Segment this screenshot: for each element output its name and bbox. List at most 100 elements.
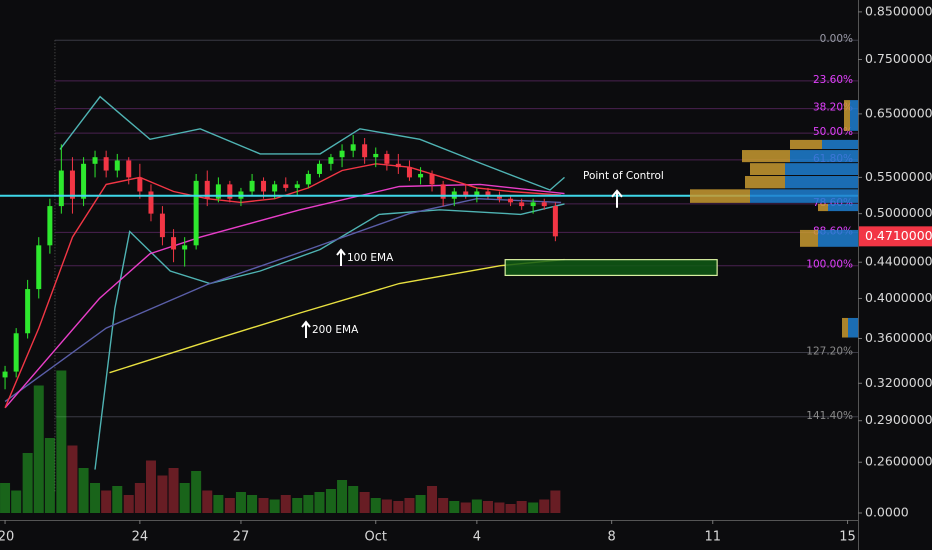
- candle-body: [350, 144, 356, 151]
- candle-body: [305, 173, 311, 185]
- volume-bar: [269, 499, 280, 513]
- volume-bar: [415, 495, 426, 513]
- x-tick-label: 15: [839, 530, 856, 545]
- candle-body: [328, 157, 334, 164]
- volume-bar: [494, 502, 505, 513]
- profile-down: [790, 139, 822, 150]
- volume-bar: [438, 498, 449, 513]
- candle-body: [541, 202, 547, 207]
- fib-label: 141.40%: [806, 410, 853, 422]
- profile-up: [822, 139, 858, 150]
- x-tick-label: Oct: [365, 530, 387, 545]
- profile-up: [848, 317, 858, 338]
- volume-bar: [224, 498, 235, 513]
- candle-body: [283, 184, 289, 188]
- candle-body: [47, 206, 53, 246]
- fib-label: 38.20%: [813, 102, 853, 114]
- volume-bar: [359, 492, 370, 513]
- volume-bar: [0, 483, 11, 513]
- profile-up: [785, 163, 858, 176]
- candle-body: [171, 237, 177, 250]
- volume-bar: [471, 499, 482, 513]
- annotation: 200 EMA: [312, 324, 359, 336]
- candle-body: [485, 191, 491, 196]
- candle-body: [508, 198, 514, 203]
- candle-body: [395, 163, 401, 168]
- profile-down: [800, 229, 818, 247]
- candle-body: [148, 191, 154, 214]
- profile-up: [785, 176, 858, 189]
- candle-body: [204, 180, 210, 199]
- volume-bar: [145, 460, 156, 513]
- x-tick-label: 20: [0, 530, 14, 545]
- fib-label: 23.60%: [813, 74, 853, 86]
- candle-body: [103, 157, 109, 171]
- fib-label: 50.00%: [813, 126, 853, 138]
- volume-bar: [393, 501, 404, 513]
- profile-down: [690, 189, 750, 203]
- candle-body: [215, 184, 221, 199]
- volume-bar: [247, 495, 258, 513]
- candle-body: [36, 245, 42, 290]
- x-tick-label: 11: [704, 530, 721, 545]
- candle-body: [13, 333, 19, 372]
- volume-bar: [202, 490, 213, 513]
- candle-body: [81, 163, 87, 199]
- poc-label: Point of Control: [583, 170, 664, 182]
- x-tick-label: 24: [132, 530, 149, 545]
- annotation-arrow: [301, 320, 311, 338]
- candle-body: [463, 191, 469, 196]
- candle-body: [69, 170, 75, 199]
- candle-body: [552, 206, 558, 237]
- candle-body: [316, 163, 322, 174]
- candle-body: [440, 184, 446, 199]
- candle-body: [272, 184, 278, 192]
- volume-bar: [516, 501, 527, 513]
- candle-body: [193, 180, 199, 246]
- profile-up: [750, 189, 858, 203]
- last-price-box: [859, 226, 932, 247]
- annotation: 100 EMA: [347, 252, 394, 264]
- volume-bar: [235, 492, 246, 513]
- candle-body: [182, 245, 188, 250]
- volume-bar: [22, 453, 33, 513]
- candle-body: [406, 167, 412, 178]
- candle-body: [519, 202, 525, 207]
- candle-body: [227, 184, 233, 199]
- candle-body: [261, 180, 267, 192]
- candle-body: [25, 289, 31, 334]
- volume-bar: [303, 495, 314, 513]
- volume-bar: [370, 498, 381, 513]
- poc-arrow: [611, 189, 623, 208]
- volume-bar: [258, 498, 269, 513]
- volume-bar: [101, 490, 112, 513]
- volume-bar: [168, 468, 179, 513]
- volume-bar: [213, 495, 224, 513]
- volume-bar: [90, 483, 101, 513]
- volume-bar: [528, 502, 539, 513]
- candle-body: [114, 160, 120, 171]
- candle-body: [92, 157, 98, 164]
- volume-bar: [78, 468, 89, 513]
- candle-body: [530, 202, 536, 207]
- fib-label: 127.20%: [806, 345, 853, 357]
- target-zone: [504, 259, 718, 277]
- volume-bar: [325, 489, 336, 513]
- candle-body: [58, 170, 64, 207]
- candle-body: [384, 153, 390, 164]
- x-tick-label: 4: [473, 530, 481, 545]
- profile-down: [745, 176, 785, 189]
- x-tick-label: 8: [608, 530, 616, 545]
- candle-body: [373, 153, 379, 158]
- volume-bar: [427, 486, 438, 513]
- y2-tick-label: 0.0000: [865, 505, 909, 520]
- profile-down: [750, 163, 785, 176]
